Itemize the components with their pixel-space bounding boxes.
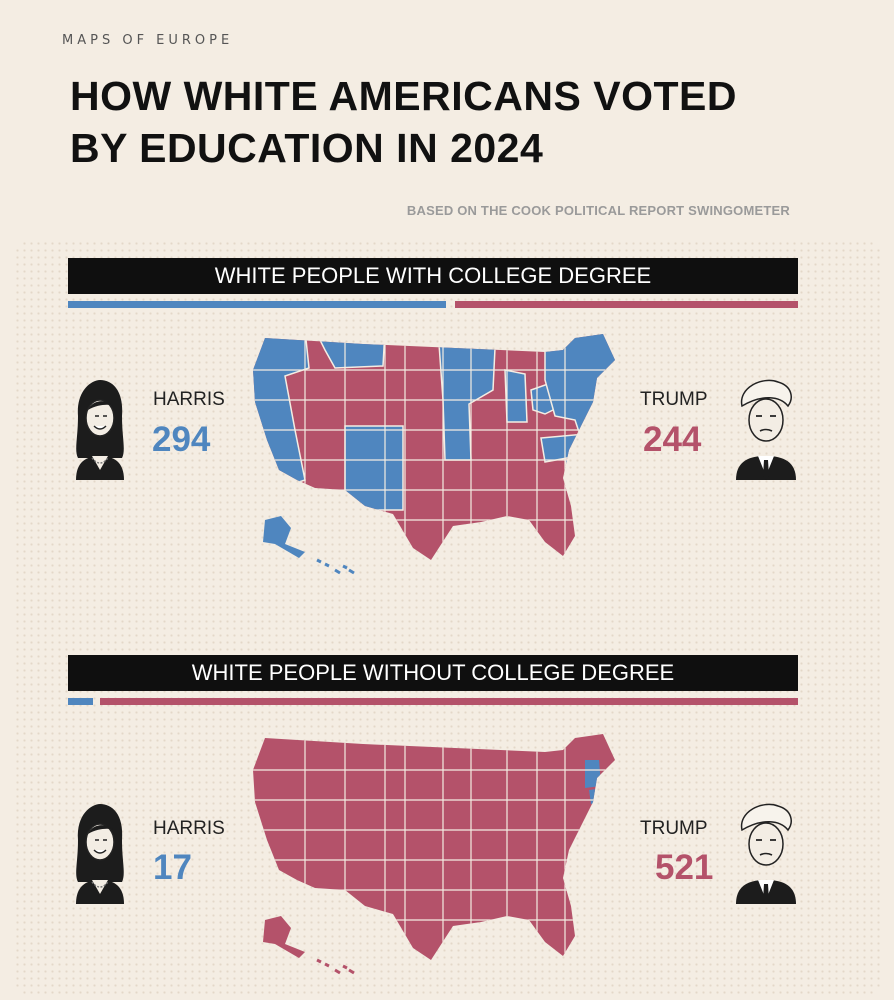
section-title-college: WHITE PEOPLE WITH COLLEGE DEGREE bbox=[68, 258, 798, 294]
us-map-college bbox=[253, 334, 615, 575]
brand-label: MAPS OF EUROPE bbox=[62, 33, 234, 48]
title-line-2: BY EDUCATION IN 2024 bbox=[70, 125, 544, 171]
title-line-1: HOW WHITE AMERICANS VOTED bbox=[70, 73, 737, 119]
trump-portrait-icon bbox=[736, 379, 796, 480]
harris-share-bar-no-college bbox=[68, 698, 93, 705]
trump-share-bar-no-college bbox=[100, 698, 798, 705]
section-title-no-college: WHITE PEOPLE WITHOUT COLLEGE DEGREE bbox=[68, 655, 798, 691]
harris-votes-no-college: 17 bbox=[153, 848, 192, 887]
trump-name-no-college: TRUMP bbox=[640, 818, 708, 839]
harris-portrait-icon-2 bbox=[76, 804, 124, 904]
trump-votes-college: 244 bbox=[643, 420, 702, 459]
trump-name-college: TRUMP bbox=[640, 389, 708, 410]
page-subtitle: BASED ON THE COOK POLITICAL REPORT SWING… bbox=[406, 203, 790, 218]
trump-votes-no-college: 521 bbox=[655, 848, 714, 887]
harris-share-bar-college bbox=[68, 301, 446, 308]
trump-share-bar-college bbox=[455, 301, 798, 308]
harris-name-no-college: HARRIS bbox=[153, 818, 225, 839]
harris-portrait-icon bbox=[76, 380, 124, 480]
us-map-no-college bbox=[253, 734, 615, 975]
trump-portrait-icon-2 bbox=[736, 803, 796, 904]
harris-votes-college: 294 bbox=[152, 420, 211, 459]
harris-name-college: HARRIS bbox=[153, 389, 225, 410]
page-title: HOW WHITE AMERICANS VOTED BY EDUCATION I… bbox=[70, 70, 830, 174]
